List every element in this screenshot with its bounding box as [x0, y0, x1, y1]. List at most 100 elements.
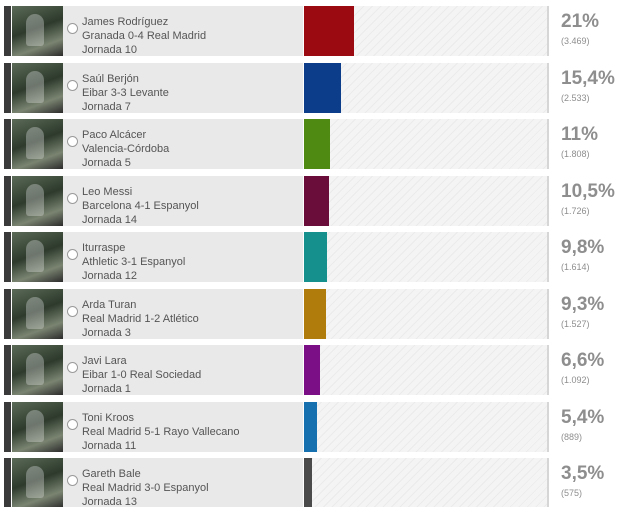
player-name: Arda Turan	[82, 299, 137, 311]
row-accent-bar	[4, 402, 11, 452]
vote-count: (3.469)	[561, 36, 590, 46]
vote-bar-fill	[304, 458, 312, 507]
vote-percentage: 9,8%	[561, 237, 605, 258]
player-photo	[12, 232, 63, 282]
vote-radio-button[interactable]	[67, 249, 78, 260]
row-accent-bar	[4, 232, 11, 282]
matchday-label: Jornada 1	[82, 383, 131, 395]
match-result: Granada 0-4 Real Madrid	[82, 30, 207, 42]
option-info: James Rodríguez Granada 0-4 Real Madrid …	[63, 6, 303, 56]
vote-radio-button[interactable]	[67, 193, 78, 204]
vote-bar-track	[304, 63, 547, 113]
vote-percentage: 3,5%	[561, 463, 605, 484]
option-info: Javi Lara Eibar 1-0 Real Sociedad Jornad…	[63, 345, 303, 395]
match-result: Eibar 1-0 Real Sociedad	[82, 369, 202, 381]
vote-count: (1.726)	[561, 206, 590, 216]
vote-bar-fill	[304, 119, 330, 169]
row-accent-bar	[4, 63, 11, 113]
poll-option-row[interactable]: Leo Messi Barcelona 4-1 Espanyol Jornada…	[4, 176, 632, 226]
vote-percentage: 15,4%	[561, 68, 615, 89]
player-photo	[12, 63, 63, 113]
vote-radio-button[interactable]	[67, 362, 78, 373]
option-info: Arda Turan Real Madrid 1-2 Atlético Jorn…	[63, 289, 303, 339]
player-photo	[12, 119, 63, 169]
vote-count: (575)	[561, 488, 583, 498]
vote-stats: 3,5% (575)	[547, 458, 632, 507]
match-result: Athletic 3-1 Espanyol	[82, 256, 186, 268]
vote-radio-button[interactable]	[67, 23, 78, 34]
player-name: Iturraspe	[82, 242, 126, 254]
vote-bar-track	[304, 119, 547, 169]
vote-bar-fill	[304, 63, 341, 113]
vote-bar-fill	[304, 232, 327, 282]
vote-bar-fill	[304, 176, 329, 226]
vote-bar-track	[304, 402, 547, 452]
vote-stats: 11% (1.808)	[547, 119, 632, 169]
vote-percentage: 11%	[561, 124, 598, 145]
vote-bar-track	[304, 458, 547, 507]
vote-bar-fill	[304, 6, 354, 56]
row-accent-bar	[4, 345, 11, 395]
player-name: Paco Alcácer	[82, 129, 147, 141]
poll-option-row[interactable]: Paco Alcácer Valencia-Córdoba Jornada 5 …	[4, 119, 632, 169]
option-info: Gareth Bale Real Madrid 3-0 Espanyol Jor…	[63, 458, 303, 507]
vote-percentage: 10,5%	[561, 181, 615, 202]
vote-bar-track	[304, 289, 547, 339]
vote-bar-track	[304, 6, 547, 56]
player-name: Toni Kroos	[82, 412, 134, 424]
match-result: Real Madrid 1-2 Atlético	[82, 313, 199, 325]
vote-radio-button[interactable]	[67, 136, 78, 147]
option-info: Leo Messi Barcelona 4-1 Espanyol Jornada…	[63, 176, 303, 226]
vote-percentage: 21%	[561, 11, 600, 32]
row-accent-bar	[4, 458, 11, 507]
matchday-label: Jornada 12	[82, 270, 138, 282]
match-result: Real Madrid 3-0 Espanyol	[82, 482, 209, 494]
player-name: Javi Lara	[82, 355, 127, 367]
matchday-label: Jornada 10	[82, 44, 138, 56]
vote-stats: 5,4% (889)	[547, 402, 632, 452]
vote-stats: 6,6% (1.092)	[547, 345, 632, 395]
option-info: Iturraspe Athletic 3-1 Espanyol Jornada …	[63, 232, 303, 282]
vote-bar-fill	[304, 345, 320, 395]
vote-bar-track	[304, 232, 547, 282]
vote-percentage: 5,4%	[561, 407, 605, 428]
vote-radio-button[interactable]	[67, 475, 78, 486]
poll-option-row[interactable]: Gareth Bale Real Madrid 3-0 Espanyol Jor…	[4, 458, 632, 507]
match-result: Valencia-Córdoba	[82, 143, 170, 155]
match-result: Real Madrid 5-1 Rayo Vallecano	[82, 426, 240, 438]
player-photo	[12, 402, 63, 452]
vote-stats: 21% (3.469)	[547, 6, 632, 56]
poll-option-row[interactable]: Javi Lara Eibar 1-0 Real Sociedad Jornad…	[4, 345, 632, 395]
poll-option-row[interactable]: Toni Kroos Real Madrid 5-1 Rayo Vallecan…	[4, 402, 632, 452]
vote-count: (2.533)	[561, 93, 590, 103]
matchday-label: Jornada 13	[82, 496, 138, 507]
vote-stats: 9,3% (1.527)	[547, 289, 632, 339]
player-name: Saúl Berjón	[82, 73, 139, 85]
vote-radio-button[interactable]	[67, 306, 78, 317]
poll-option-row[interactable]: Arda Turan Real Madrid 1-2 Atlético Jorn…	[4, 289, 632, 339]
player-photo	[12, 345, 63, 395]
poll-option-row[interactable]: Iturraspe Athletic 3-1 Espanyol Jornada …	[4, 232, 632, 282]
vote-bar-track	[304, 176, 547, 226]
poll-option-row[interactable]: James Rodríguez Granada 0-4 Real Madrid …	[4, 6, 632, 56]
matchday-label: Jornada 5	[82, 157, 131, 169]
vote-bar-track	[304, 345, 547, 395]
player-name: Gareth Bale	[82, 468, 141, 480]
matchday-label: Jornada 11	[82, 440, 137, 452]
match-result: Barcelona 4-1 Espanyol	[82, 200, 199, 212]
vote-radio-button[interactable]	[67, 419, 78, 430]
option-info: Toni Kroos Real Madrid 5-1 Rayo Vallecan…	[63, 402, 303, 452]
vote-stats: 15,4% (2.533)	[547, 63, 632, 113]
vote-bar-fill	[304, 289, 326, 339]
vote-count: (1.808)	[561, 149, 590, 159]
player-photo	[12, 458, 63, 507]
vote-stats: 9,8% (1.614)	[547, 232, 632, 282]
matchday-label: Jornada 7	[82, 101, 131, 113]
vote-percentage: 6,6%	[561, 350, 605, 371]
poll-option-row[interactable]: Saúl Berjón Eibar 3-3 Levante Jornada 7 …	[4, 63, 632, 113]
player-photo	[12, 289, 63, 339]
player-photo	[12, 176, 63, 226]
vote-radio-button[interactable]	[67, 80, 78, 91]
player-photo	[12, 6, 63, 56]
